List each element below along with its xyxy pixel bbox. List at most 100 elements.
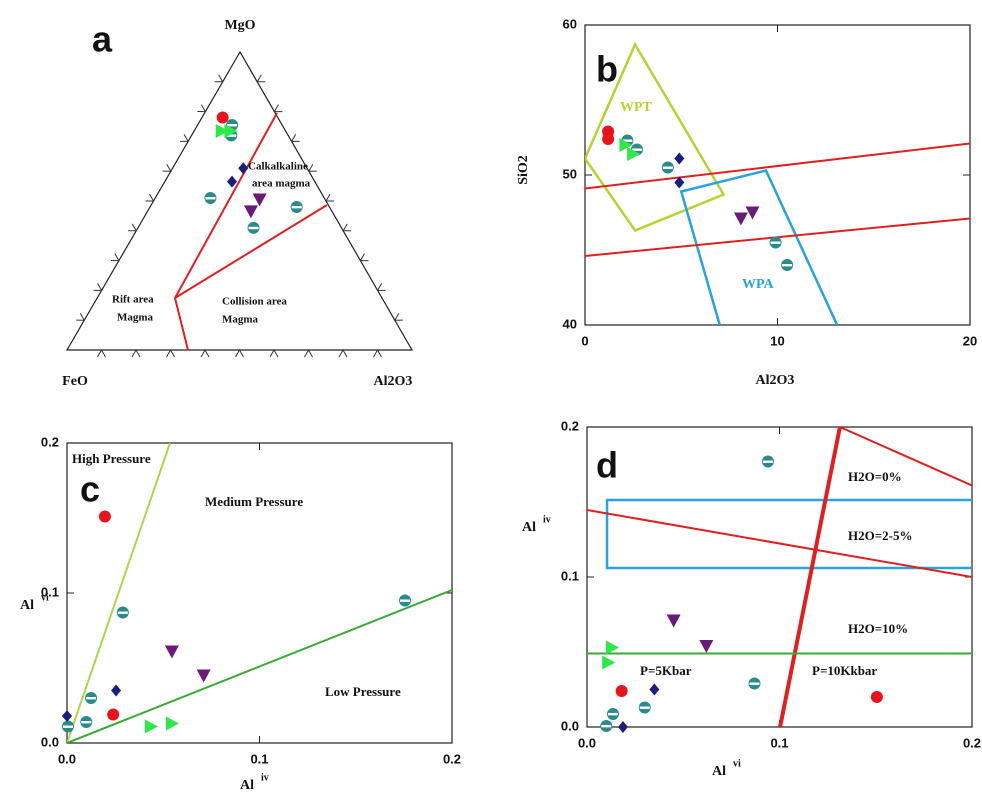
boundary-line	[587, 508, 972, 578]
edge-tick	[97, 348, 106, 358]
marker	[748, 677, 761, 690]
marker	[62, 710, 72, 722]
boundary-line	[778, 427, 842, 727]
marker-part	[215, 123, 229, 138]
x-tick-label: 0.1	[770, 735, 788, 750]
marker-part	[196, 669, 211, 683]
marker-part	[144, 719, 158, 734]
marker-part	[291, 205, 302, 209]
edge-tick	[131, 348, 141, 358]
marker-part	[674, 176, 685, 189]
y-axis-label: Al	[20, 598, 34, 613]
region-label: P=5Kbar	[640, 663, 692, 678]
x-tick-label: 0	[581, 333, 588, 348]
marker-part	[674, 152, 685, 165]
edge-tick	[214, 74, 224, 83]
marker	[619, 138, 633, 152]
marker	[733, 212, 748, 226]
marker	[238, 162, 249, 175]
edge-tick	[76, 312, 86, 321]
x-axis-label: Al2O3	[756, 373, 795, 388]
marker-part	[107, 708, 120, 721]
region-label: Medium Pressure	[205, 494, 303, 509]
region-label: P=10Kkbar	[812, 663, 877, 678]
panel-letter: a	[92, 19, 113, 60]
x-tick-label: 0.0	[58, 751, 76, 766]
marker-part	[782, 264, 793, 267]
x-tick-label: 10	[770, 333, 784, 348]
marker	[627, 147, 641, 161]
marker	[674, 176, 685, 189]
marker	[602, 655, 616, 670]
marker	[606, 707, 619, 720]
axis-label: Al2O3	[374, 374, 413, 389]
marker-part	[733, 212, 748, 226]
marker	[661, 161, 674, 174]
marker	[243, 205, 258, 219]
marker	[98, 510, 111, 523]
edge-tick	[145, 193, 155, 202]
marker-part	[770, 241, 781, 244]
marker	[196, 669, 211, 683]
region-boundary	[605, 498, 972, 570]
region-label: area magma	[252, 178, 311, 190]
panel-letter: b	[596, 49, 618, 90]
region-label: WPT	[620, 100, 653, 115]
region-label: H2O=2-5%	[848, 528, 912, 543]
marker-part	[86, 697, 97, 700]
y-tick-label: 50	[563, 166, 577, 181]
marker	[290, 200, 303, 213]
region-boundary	[679, 169, 839, 325]
marker	[204, 192, 217, 205]
marker-part	[62, 710, 72, 722]
region-boundary	[585, 41, 726, 233]
y-tick-label: 0.0	[41, 734, 59, 749]
marker-part	[615, 685, 628, 697]
marker-part	[224, 123, 238, 138]
edge-tick	[269, 348, 279, 358]
boundary-line	[67, 589, 452, 743]
region-label: Magma	[222, 314, 259, 326]
marker-part	[227, 124, 238, 127]
region-label: Magma	[117, 312, 154, 324]
marker	[617, 721, 628, 733]
y-axis-label: Al	[522, 520, 536, 535]
marker-part	[870, 691, 883, 703]
marker-part	[622, 139, 633, 142]
edge-tick	[162, 163, 172, 172]
panel-letter: d	[596, 445, 618, 486]
edge-tick	[273, 104, 283, 113]
marker	[666, 614, 681, 628]
edge-tick	[128, 223, 138, 232]
edge-tick	[290, 134, 300, 142]
marker	[247, 221, 260, 234]
marker-part	[227, 175, 238, 188]
marker-part	[619, 138, 633, 152]
marker-part	[243, 205, 258, 219]
y-tick-label: 0.0	[561, 718, 579, 733]
region-label: High Pressure	[72, 451, 151, 466]
marker-part	[62, 725, 73, 728]
marker-part	[699, 640, 714, 653]
axis-label: MgO	[224, 18, 255, 33]
marker-part	[98, 510, 111, 523]
y-axis-label-sup: iv	[543, 514, 551, 525]
edge-tick	[393, 312, 403, 321]
marker-part	[248, 226, 259, 230]
marker	[638, 701, 651, 714]
x-axis-label-sup: iv	[261, 772, 269, 783]
edge-tick	[235, 348, 244, 358]
marker	[699, 640, 714, 653]
edge-tick	[200, 348, 210, 358]
y-tick-label: 60	[563, 16, 577, 31]
edge-tick	[304, 348, 313, 358]
x-axis-label: Al	[240, 778, 254, 793]
marker-part	[745, 206, 760, 220]
edge-tick	[373, 348, 382, 358]
edge-tick	[342, 223, 352, 232]
x-tick-label: 0.1	[250, 751, 268, 766]
panel-letter: c	[80, 469, 100, 510]
marker-part	[649, 683, 660, 696]
marker-part	[627, 147, 641, 161]
